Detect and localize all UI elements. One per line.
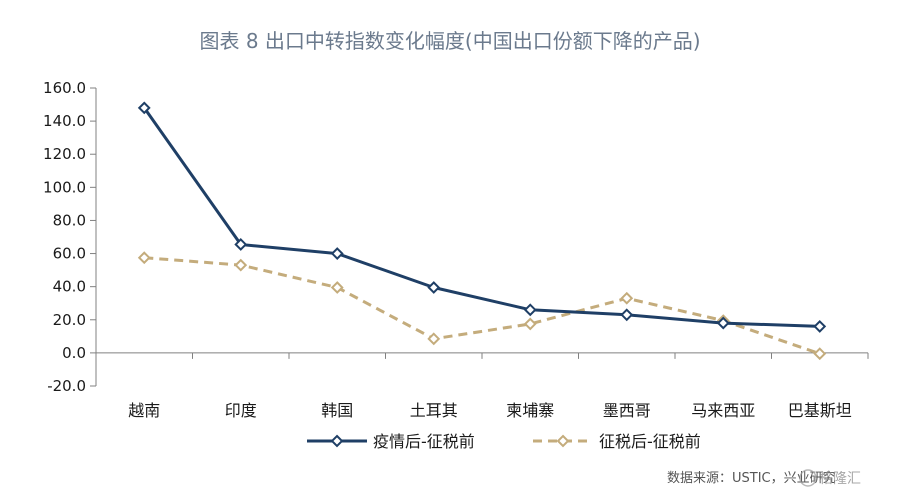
y-tick-label: 80.0 — [53, 211, 86, 229]
legend-marker-0 — [330, 434, 344, 448]
series-1-point — [620, 291, 634, 305]
series-0-point — [137, 101, 151, 115]
x-tick-label: 印度 — [225, 401, 257, 420]
y-tick-label: 0.0 — [62, 344, 86, 362]
y-tick-label: 120.0 — [43, 145, 86, 163]
series-0-point — [234, 238, 248, 251]
watermark-text: 格隆汇 — [819, 471, 861, 487]
series-1-point — [137, 251, 151, 265]
series-layer — [137, 101, 827, 361]
source-note: 数据来源：USTIC，兴业研究 — [667, 471, 836, 486]
y-tick-label: 160.0 — [43, 79, 86, 97]
y-tick-label: 40.0 — [53, 278, 86, 296]
series-1-point — [523, 317, 537, 331]
y-tick-label: 60.0 — [53, 245, 86, 263]
x-tick-label: 韩国 — [321, 401, 353, 420]
y-tick-label: 100.0 — [43, 178, 86, 196]
series-0-point — [330, 247, 344, 260]
series-0-point — [716, 316, 730, 330]
series-1-point — [330, 281, 344, 294]
x-tick-label: 墨西哥 — [603, 401, 651, 420]
series-1-point — [427, 332, 441, 346]
x-tick-label: 马来西亚 — [691, 401, 755, 420]
series-0-point — [620, 308, 634, 322]
series-1-point — [234, 258, 248, 272]
y-tick-label: -20.0 — [47, 377, 86, 395]
series-1-point — [813, 347, 827, 361]
chart-title: 图表 8 出口中转指数变化幅度(中国出口份额下降的产品) — [199, 29, 700, 53]
y-tick-label: 140.0 — [43, 112, 86, 130]
legend-marker-1 — [556, 434, 570, 448]
x-axis: 越南 印度 韩国 土耳其 柬埔寨 墨西哥 马来西亚 巴基斯坦 — [95, 352, 869, 420]
legend: 疫情后-征税前 征税后-征税前 — [307, 432, 701, 451]
series-0-point — [523, 303, 537, 317]
x-tick-label: 土耳其 — [410, 401, 458, 420]
x-tick-label: 越南 — [128, 401, 160, 420]
y-axis: 160.0 140.0 120.0 100.0 80.0 60.0 40.0 20.0 0.0 -… — [43, 79, 97, 395]
series-0-point — [427, 281, 441, 294]
x-tick-label: 巴基斯坦 — [788, 401, 852, 420]
series-line-1 — [144, 256, 821, 356]
x-tick-label: 柬埔寨 — [506, 401, 554, 420]
legend-label-0: 疫情后-征税前 — [373, 432, 475, 451]
series-0-point — [813, 319, 827, 333]
series-line-0 — [143, 107, 820, 328]
legend-label-1: 征税后-征税前 — [599, 432, 701, 451]
y-tick-label: 20.0 — [53, 311, 86, 329]
watermark-logo: 格隆汇 — [799, 469, 861, 487]
